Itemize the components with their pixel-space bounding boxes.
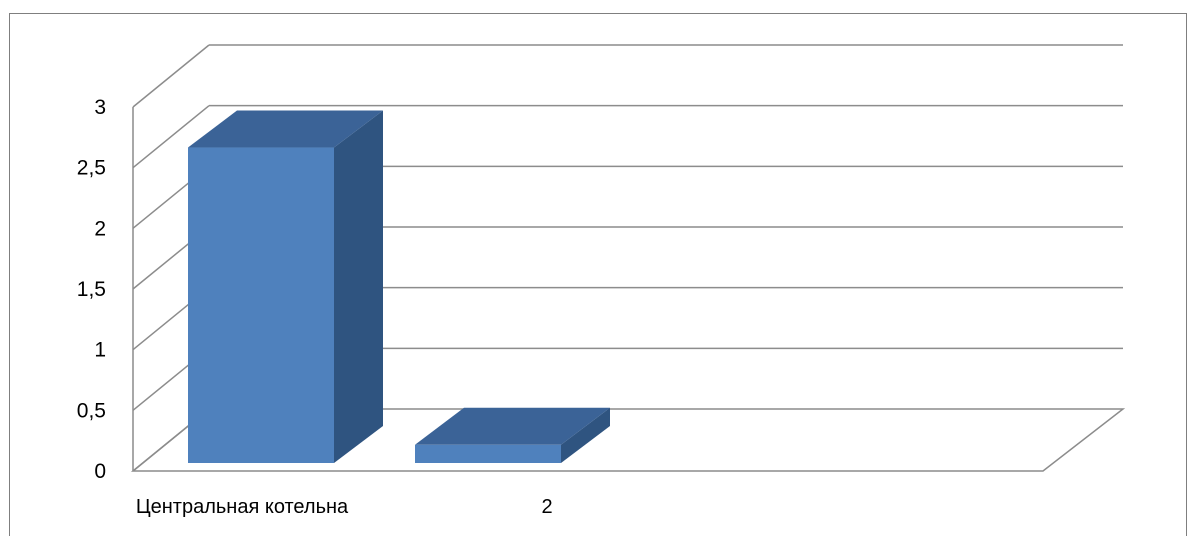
bar-front-face [188, 147, 334, 464]
bar-side-face [334, 110, 383, 464]
bar-1 [188, 110, 383, 464]
bar-top-face [188, 110, 383, 148]
bar-side-face [561, 407, 610, 463]
x-axis-categories: Центральная котельна 2 [136, 496, 553, 518]
x-category-label: Центральная котельна [136, 496, 349, 518]
y-tick-label: 1,5 [77, 278, 106, 301]
bar-front-face [415, 444, 561, 463]
y-tick-label: 0,5 [77, 399, 106, 422]
y-axis-ticks: 0 0,5 1 1,5 2 2,5 3 [77, 96, 106, 483]
y-tick-label: 0 [94, 460, 106, 483]
y-tick-label: 3 [94, 96, 106, 119]
floor-outline [130, 408, 1126, 472]
chart-frame [9, 13, 1187, 536]
bar-top-face [415, 407, 610, 445]
y-tick-label: 1 [94, 339, 106, 362]
y-tick-label: 2,5 [77, 157, 106, 180]
bar-2 [415, 407, 610, 463]
bars [188, 110, 610, 464]
side-gridline [132, 105, 210, 169]
y-tick-label: 2 [94, 217, 106, 240]
side-gridline [132, 44, 210, 108]
x-category-label: 2 [541, 496, 552, 518]
